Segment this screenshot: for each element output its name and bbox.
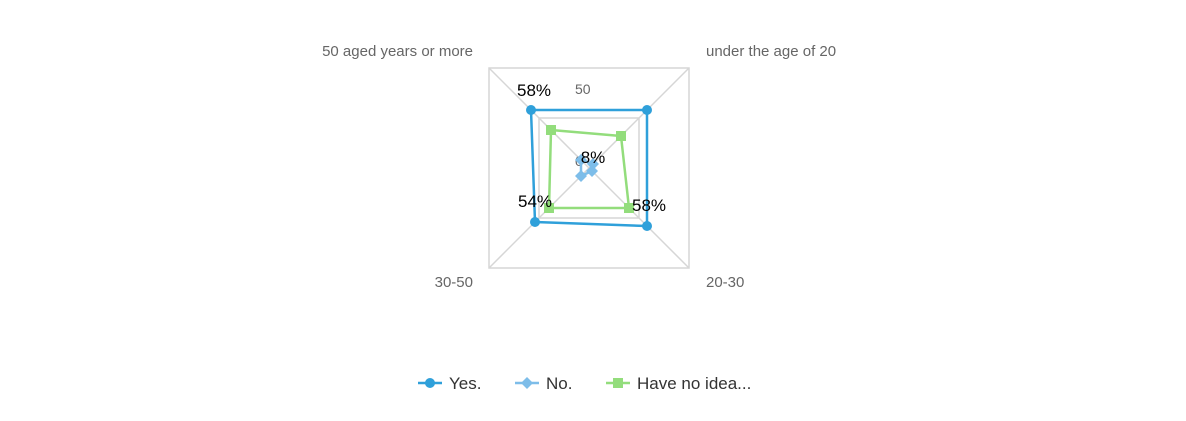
data-point[interactable] bbox=[642, 105, 652, 115]
legend-item[interactable]: Have no idea... bbox=[606, 374, 751, 393]
grid-spoke bbox=[488, 67, 590, 169]
data-point[interactable] bbox=[546, 125, 556, 135]
axis-label: 50 aged years or more bbox=[322, 43, 473, 60]
data-point[interactable] bbox=[616, 131, 626, 141]
axis-label: 20-30 bbox=[706, 274, 744, 291]
series-layer bbox=[526, 105, 652, 231]
data-label: 54% bbox=[518, 192, 552, 211]
grid-outer-square bbox=[488, 67, 690, 269]
series-have-no-idea bbox=[544, 125, 634, 213]
grid-spoke bbox=[488, 167, 590, 269]
data-point[interactable] bbox=[530, 217, 540, 227]
data-point[interactable] bbox=[526, 105, 536, 115]
axis-labels: under the age of 20 20-30 30-50 50 aged yea… bbox=[322, 43, 836, 291]
legend: Yes. No. Have no idea... bbox=[418, 374, 751, 393]
data-label: 58% bbox=[517, 81, 551, 100]
legend-marker bbox=[521, 377, 533, 389]
data-point[interactable] bbox=[624, 203, 634, 213]
grid-inner-square bbox=[538, 117, 640, 219]
legend-label: No. bbox=[546, 374, 572, 393]
data-point[interactable] bbox=[575, 154, 587, 166]
legend-label: Have no idea... bbox=[637, 374, 751, 393]
data-labels: 58% 58% 54% 8% bbox=[517, 81, 666, 215]
data-point[interactable] bbox=[544, 203, 554, 213]
data-label: 58% bbox=[632, 196, 666, 215]
data-point[interactable] bbox=[575, 170, 587, 182]
series-yes bbox=[526, 105, 652, 231]
data-point[interactable] bbox=[586, 165, 598, 177]
legend-label: Yes. bbox=[449, 374, 481, 393]
axis-label: 30-50 bbox=[435, 274, 473, 291]
tick-label: 50 bbox=[575, 81, 591, 97]
grid-spoke bbox=[588, 167, 690, 269]
series-no bbox=[575, 154, 599, 182]
legend-marker bbox=[425, 378, 435, 388]
axis-label: under the age of 20 bbox=[706, 43, 836, 60]
legend-item[interactable]: Yes. bbox=[418, 374, 481, 393]
data-point[interactable] bbox=[642, 221, 652, 231]
grid-spoke bbox=[588, 67, 690, 169]
legend-item[interactable]: No. bbox=[515, 374, 572, 393]
data-label: 8% bbox=[581, 148, 606, 167]
legend-marker bbox=[613, 378, 623, 388]
